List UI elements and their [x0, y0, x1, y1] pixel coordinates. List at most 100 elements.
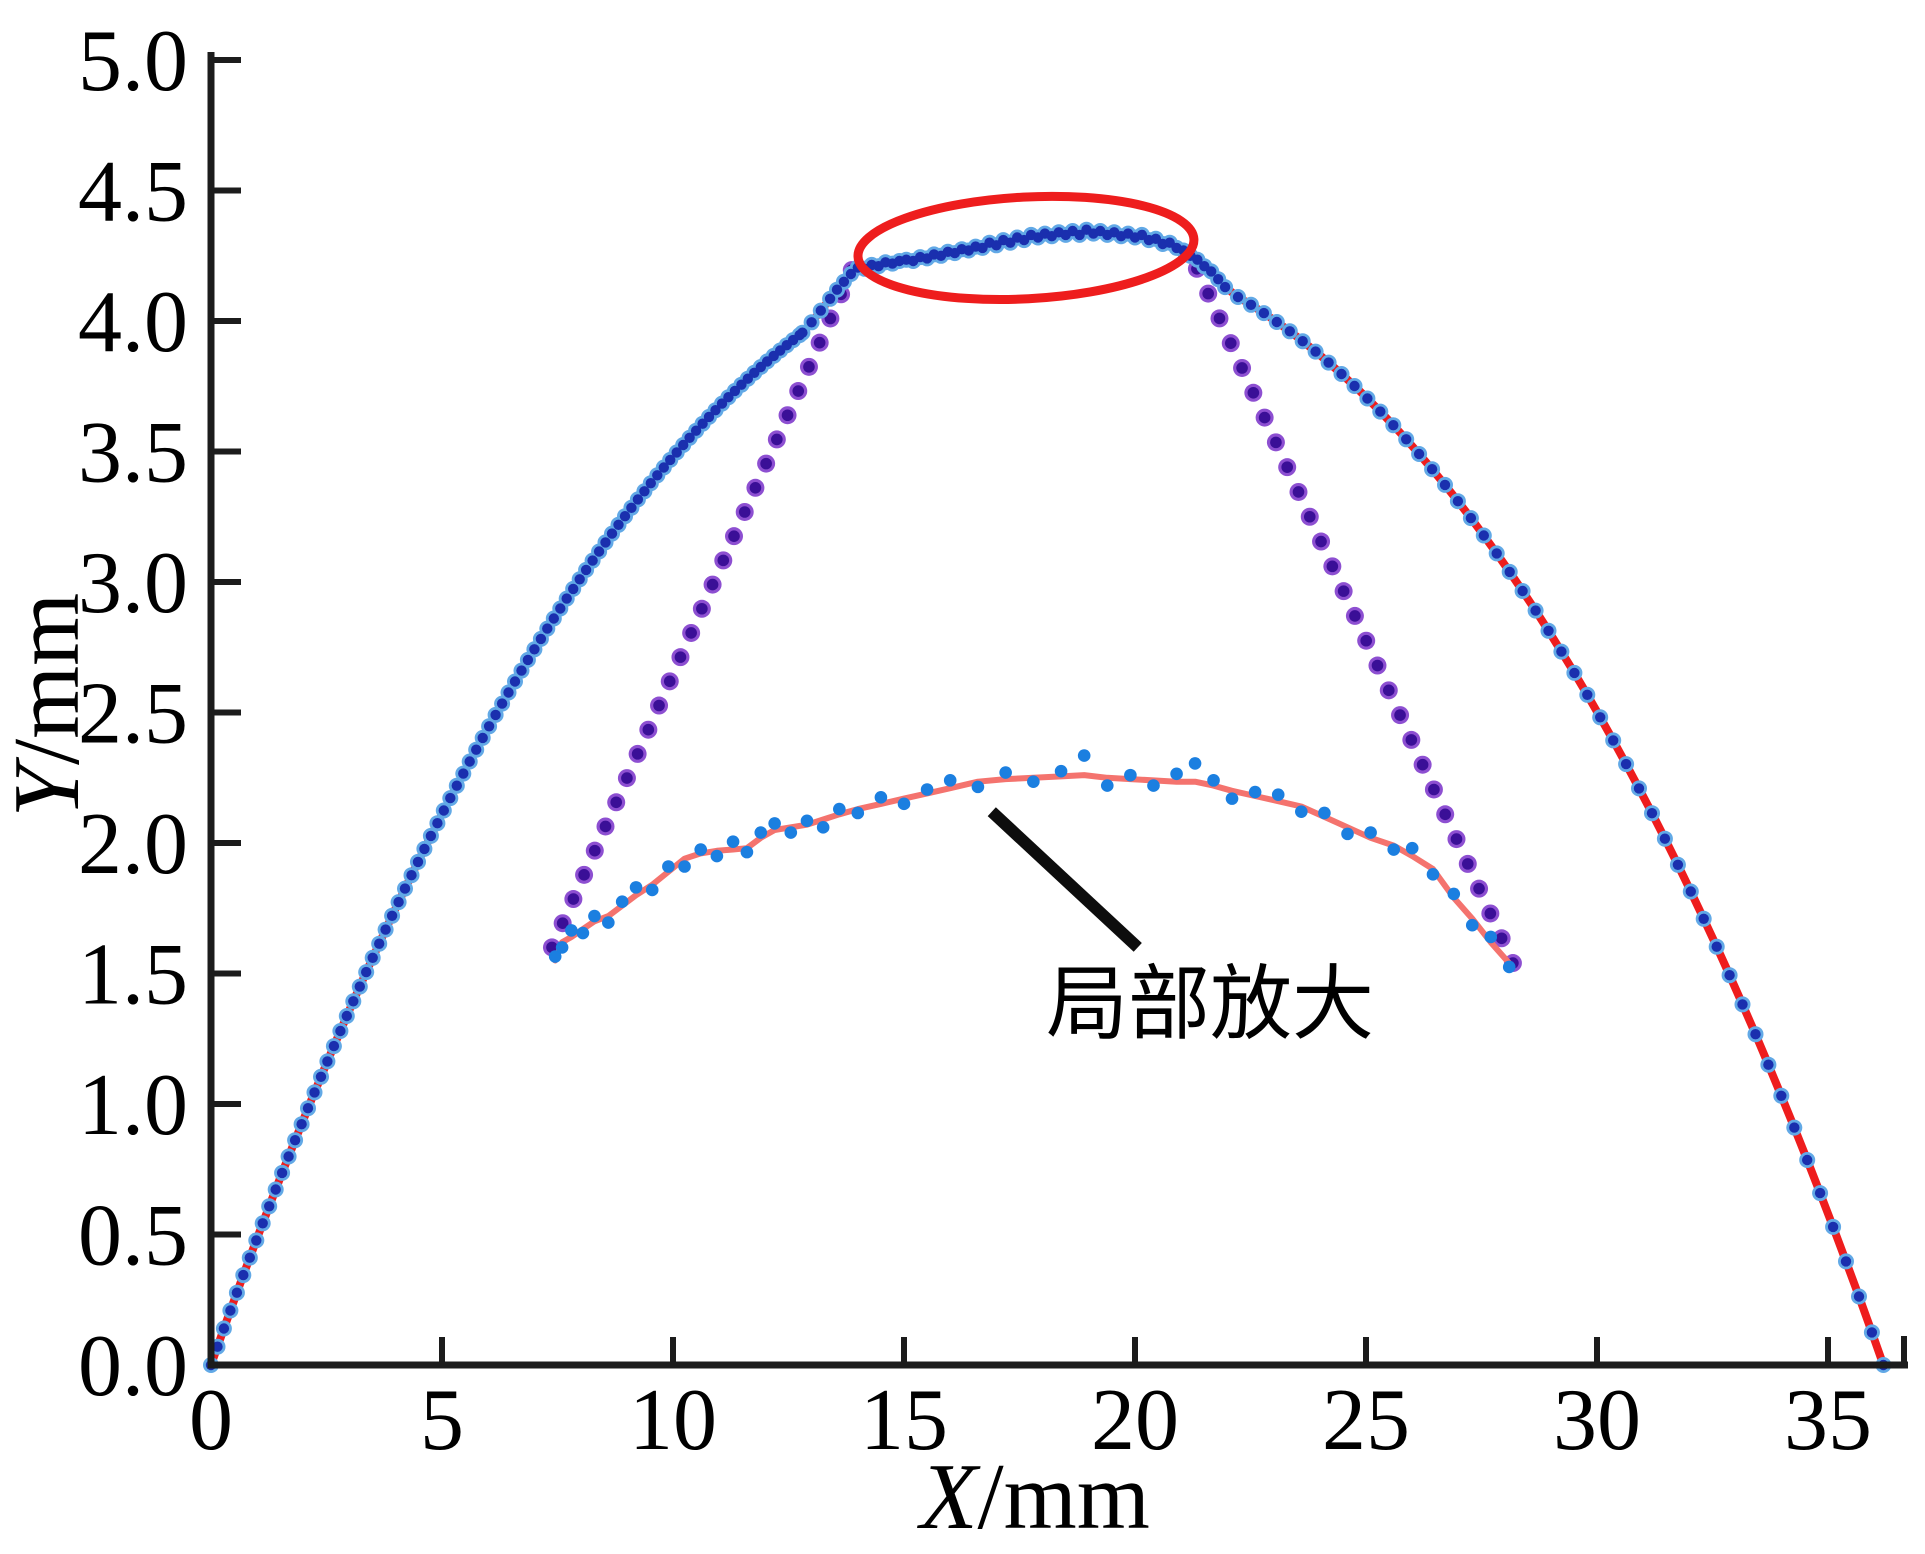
cone-dot-core: [738, 506, 751, 518]
cone-dot-core: [556, 917, 569, 930]
cone-dot-core: [813, 336, 826, 349]
arch-dot: [361, 966, 372, 978]
inset-dot: [1225, 792, 1239, 805]
y-axis-unit: /mm: [0, 593, 99, 765]
cone-dot-core: [1394, 709, 1406, 721]
arch-dot: [1413, 448, 1425, 460]
inset-dot: [1387, 843, 1401, 856]
arch-dot: [1685, 886, 1697, 897]
y-tick-label: 2.5: [78, 666, 188, 763]
inset-dot: [662, 860, 675, 873]
arch-dot: [1866, 1327, 1878, 1338]
arch-dot: [451, 780, 462, 791]
arch-dot: [1323, 357, 1334, 368]
cone-dot-core: [1224, 337, 1237, 349]
arch-dot: [315, 1071, 327, 1083]
arch-dot: [231, 1287, 243, 1298]
arch-dot: [1245, 299, 1257, 310]
arch-dot: [1297, 336, 1308, 347]
cone-dot-core: [1382, 684, 1395, 697]
arch-dot: [568, 583, 579, 595]
inset-dot: [1405, 841, 1419, 855]
arch-dot: [535, 633, 547, 645]
arch-dot: [1206, 266, 1217, 277]
arch-dot: [238, 1269, 249, 1281]
inset-dot: [565, 924, 578, 937]
arch-dot: [838, 276, 850, 287]
inset-dot: [874, 791, 888, 804]
inset-dot: [1054, 764, 1068, 778]
cone-dot-core: [771, 433, 783, 446]
inset-dot: [588, 909, 601, 923]
arch-dot: [1595, 712, 1606, 723]
arch-dot: [1375, 406, 1386, 417]
arch-dot: [1219, 281, 1231, 293]
arch-dot: [1633, 783, 1645, 794]
cone-dot-core: [728, 530, 740, 542]
inset-dot: [740, 845, 754, 859]
arch-dot: [580, 564, 592, 576]
y-tick-label: 3.5: [78, 405, 188, 502]
arch-dot: [354, 981, 365, 992]
cone-dot-core: [621, 772, 633, 784]
arch-dot: [587, 555, 598, 566]
arch-dot: [1465, 512, 1477, 524]
arch-dot: [619, 511, 631, 522]
x-tick-label: 0: [189, 1372, 233, 1469]
inset-dot: [920, 783, 934, 796]
arch-dot: [529, 644, 540, 655]
y-tick-label: 1.5: [78, 927, 188, 1024]
cone-dot-core: [1247, 386, 1260, 399]
inset-dot: [943, 774, 957, 787]
inset-dot: [1502, 960, 1516, 974]
inset-dot: [1447, 887, 1461, 901]
arch-dot: [1192, 254, 1203, 265]
arch-dot: [542, 623, 553, 634]
arch-dot: [665, 454, 676, 466]
arch-dot: [367, 952, 378, 963]
inset-dot: [629, 881, 643, 894]
x-tick-label: 15: [860, 1372, 948, 1469]
y-tick-label: 3.0: [78, 535, 188, 632]
inset-dot: [800, 814, 814, 828]
arch-dot: [270, 1184, 281, 1195]
arch-dot: [1401, 434, 1412, 445]
x-axis-title: X/mm: [916, 1445, 1150, 1549]
profile-curve: [203, 221, 1892, 1373]
cone-dot-core: [642, 723, 655, 736]
inset-dot: [555, 941, 569, 954]
cone-dot-core: [1270, 436, 1282, 449]
inset-dot: [1170, 767, 1183, 781]
arch-dot: [678, 439, 689, 451]
arch-dot: [393, 896, 404, 908]
arch-dot: [1724, 970, 1735, 981]
arch-dot: [555, 603, 566, 614]
arch-dot: [1776, 1090, 1787, 1102]
arch-dot: [1556, 646, 1567, 657]
arch-dot: [639, 486, 650, 497]
arch-dot: [671, 447, 682, 458]
arch-dot: [225, 1305, 236, 1316]
cone-dot-core: [1439, 808, 1451, 821]
arch-dot: [419, 843, 430, 855]
arch-dot: [348, 996, 359, 1007]
arch-dot: [806, 317, 817, 328]
arch-dot: [412, 856, 424, 868]
cone-dot-core: [578, 869, 590, 881]
cone-dot-core: [1213, 312, 1226, 325]
cone-dot-core: [1281, 461, 1293, 473]
inset-dot: [615, 895, 629, 909]
inset-dot: [768, 817, 781, 830]
arch-dot: [1284, 326, 1296, 337]
cone-dot-core: [1258, 411, 1271, 424]
inset-dot: [971, 780, 985, 794]
cone-dot-core: [631, 748, 644, 760]
arch-dot: [697, 418, 708, 429]
cone-dot-core: [1495, 932, 1508, 945]
x-tick-label: 5: [420, 1372, 464, 1469]
cone-dot-core: [1416, 758, 1429, 771]
cone-dot-core: [1360, 634, 1372, 647]
arch-dot: [815, 305, 826, 316]
arch-dot: [244, 1252, 255, 1263]
